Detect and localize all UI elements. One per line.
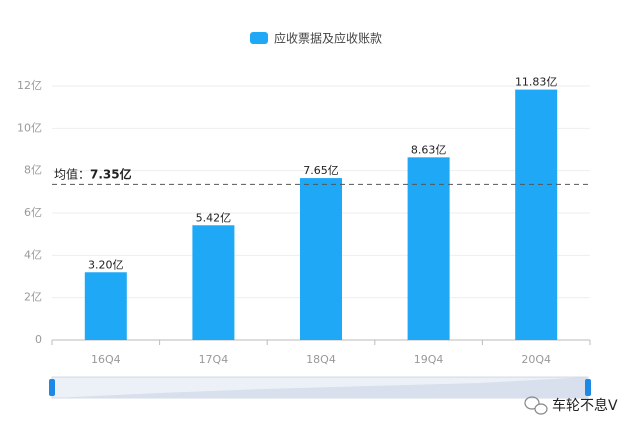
value-label: 5.42亿 <box>196 211 232 224</box>
legend-swatch[interactable] <box>250 32 268 44</box>
zoom-selection[interactable] <box>52 377 588 398</box>
data-zoom[interactable] <box>49 376 591 399</box>
y-tick-label: 0 <box>35 333 42 346</box>
zoom-handle-right[interactable] <box>585 379 591 396</box>
y-tick-label: 8亿 <box>24 164 42 177</box>
x-tick-label: 20Q4 <box>521 353 551 366</box>
bar <box>192 225 235 340</box>
value-label: 7.65亿 <box>303 164 339 177</box>
x-tick-label: 16Q4 <box>91 353 121 366</box>
x-tick-label: 18Q4 <box>306 353 336 366</box>
bar <box>515 89 558 341</box>
value-label: 11.83亿 <box>515 76 558 89</box>
watermark-icon <box>524 396 548 415</box>
y-tick-label: 10亿 <box>17 121 42 134</box>
bar <box>84 272 127 340</box>
average-value-label: 7.35亿 <box>90 166 132 181</box>
x-tick-label: 19Q4 <box>414 353 444 366</box>
bar <box>407 157 450 340</box>
x-tick-label: 17Q4 <box>199 353 229 366</box>
average-prefix: 均值： <box>54 166 90 181</box>
zoom-shadow <box>52 377 588 398</box>
legend-label[interactable]: 应收票据及应收账款 <box>274 31 382 46</box>
average-label: 均值：7.35亿 <box>54 166 132 181</box>
y-tick-label: 2亿 <box>24 291 42 304</box>
watermark: 车轮不息V <box>552 397 618 414</box>
bar <box>300 178 342 340</box>
value-label: 8.63亿 <box>411 143 447 156</box>
zoom-handle-left[interactable] <box>49 379 55 396</box>
y-tick-label: 4亿 <box>24 248 42 261</box>
y-tick-label: 12亿 <box>17 79 42 92</box>
value-label: 3.20亿 <box>88 258 124 271</box>
y-tick-label: 6亿 <box>24 206 42 219</box>
